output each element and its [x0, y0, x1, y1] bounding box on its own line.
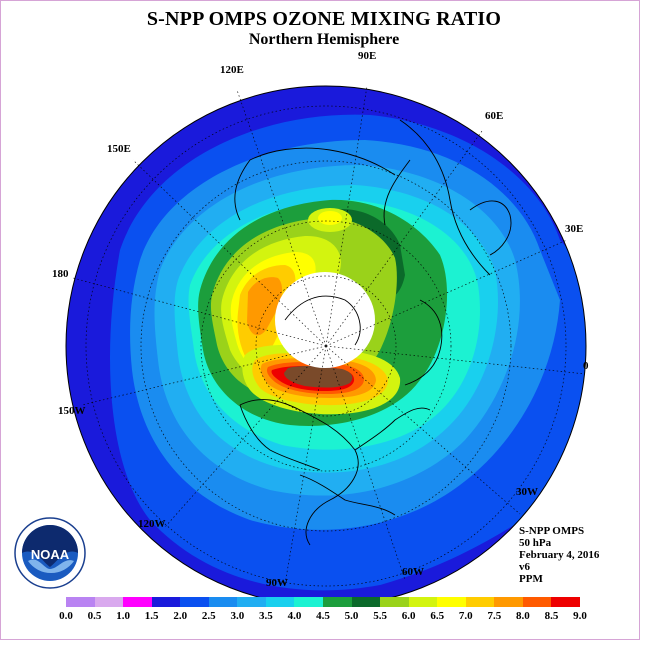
lon-label-90w: 90W — [266, 577, 288, 589]
lon-label-150e: 150E — [107, 143, 131, 155]
lon-label-180: 180 — [52, 268, 69, 280]
color-scale-tick: 7.5 — [487, 610, 502, 622]
info-instrument: S-NPP OMPS — [519, 525, 585, 537]
color-scale-tick: 6.5 — [430, 610, 445, 622]
lon-label-60e: 60E — [485, 110, 504, 122]
lon-label-60w: 60W — [402, 566, 424, 578]
map-subtitle: Northern Hemisphere — [248, 31, 400, 48]
color-scale-tick: 5.0 — [344, 610, 359, 622]
color-scale-swatch — [494, 597, 524, 607]
color-scale-swatch — [237, 597, 267, 607]
lon-label-120e: 120E — [220, 64, 244, 76]
ozone-level-7-5 — [247, 277, 283, 336]
color-scale-tick: 7.0 — [458, 610, 473, 622]
info-date: February 4, 2016 — [519, 549, 600, 561]
color-scale-swatch — [323, 597, 353, 607]
color-scale-swatch — [380, 597, 410, 607]
color-scale-tick: 0.5 — [87, 610, 102, 622]
color-scale-tick: 8.5 — [544, 610, 559, 622]
info-units: PPM — [519, 573, 543, 585]
color-scale-swatch — [437, 597, 467, 607]
color-scale-swatch — [208, 597, 238, 607]
lon-label-120w: 120W — [138, 518, 166, 530]
info-version: v6 — [519, 561, 530, 573]
lon-label-90e: 90E — [358, 50, 377, 62]
lon-label-30w: 30W — [516, 486, 538, 498]
color-scale-tick: 2.5 — [201, 610, 216, 622]
noaa-logo: NOAA — [14, 517, 86, 589]
color-scale-swatch — [265, 597, 295, 607]
color-scale-bar — [66, 597, 581, 607]
polar-night-no-data — [275, 272, 375, 368]
color-scale-tick: 4.5 — [316, 610, 330, 622]
lon-label-0: 0 — [583, 360, 589, 372]
map-title: S-NPP OMPS OZONE MIXING RATIO — [146, 8, 502, 30]
color-scale-tick: 5.5 — [373, 610, 387, 622]
color-scale-swatch — [522, 597, 552, 607]
color-scale-swatch — [408, 597, 438, 607]
color-scale-swatch — [94, 597, 124, 607]
color-scale-swatch — [465, 597, 495, 607]
color-scale-tick: 3.0 — [230, 610, 245, 622]
color-scale-tick: 8.0 — [516, 610, 530, 622]
color-scale-tick: 6.0 — [401, 610, 416, 622]
color-scale-tick: 4.0 — [287, 610, 302, 622]
color-scale-swatch — [551, 597, 581, 607]
color-scale-tick: 1.0 — [116, 610, 130, 622]
noaa-logo-text: NOAA — [31, 547, 70, 562]
color-scale-swatch — [123, 597, 153, 607]
lon-label-150w: 150W — [58, 405, 86, 417]
color-scale-tick: 2.0 — [173, 610, 188, 622]
ozone-max-core — [284, 366, 353, 388]
lon-label-30e: 30E — [565, 223, 584, 235]
color-scale-tick: 1.5 — [144, 610, 159, 622]
graticule — [72, 85, 586, 587]
color-scale-swatch — [66, 597, 96, 607]
color-scale-swatch — [294, 597, 324, 607]
color-scale-swatch — [151, 597, 181, 607]
coastlines — [234, 119, 512, 546]
color-scale-swatch — [180, 597, 210, 607]
ozone-blob-north-core — [318, 211, 342, 225]
color-scale-tick: 0.0 — [59, 610, 73, 622]
color-scale-tick: 3.5 — [259, 610, 273, 622]
color-scale-swatch — [351, 597, 381, 607]
color-scale-tick: 9.0 — [573, 610, 587, 622]
info-level: 50 hPa — [519, 537, 552, 549]
info-block: S-NPP OMPS 50 hPa February 4, 2016 v6 PP… — [519, 525, 639, 585]
